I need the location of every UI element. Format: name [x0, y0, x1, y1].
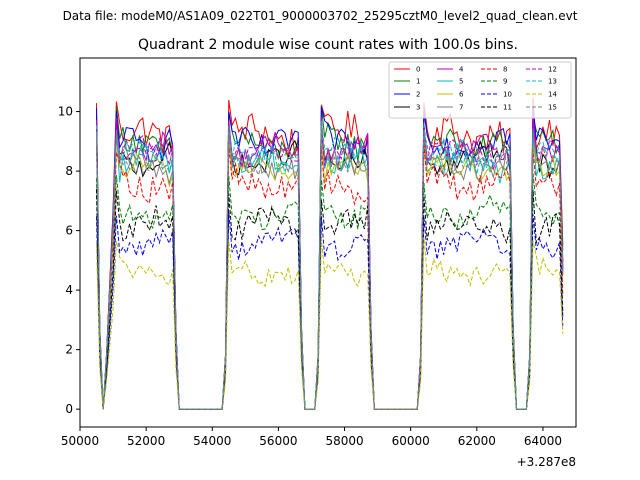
legend-label-15: 15: [548, 104, 557, 112]
legend-frame: [388, 61, 572, 119]
legend-label-8: 8: [503, 66, 507, 74]
series-line-15: [96, 126, 564, 410]
y-tick-label: 2: [65, 343, 73, 357]
series-layer: [96, 97, 564, 410]
y-tick-label: 8: [65, 164, 73, 178]
x-tick-label: 58000: [325, 434, 363, 448]
x-tick-label: 64000: [524, 434, 562, 448]
series-line-14: [96, 236, 564, 410]
legend-label-10: 10: [503, 91, 512, 99]
x-offset-label: +3.287e8: [517, 455, 576, 469]
x-tick-label: 62000: [458, 434, 496, 448]
chart-title: Quadrant 2 module wise count rates with …: [138, 37, 518, 53]
legend-label-2: 2: [416, 91, 420, 99]
series-line-11: [96, 189, 564, 410]
chart-suptitle: Data file: modeM0/AS1A09_022T01_90000037…: [63, 9, 578, 23]
x-tick-label: 60000: [392, 434, 430, 448]
x-tick-label: 54000: [193, 434, 231, 448]
legend-label-9: 9: [503, 78, 507, 86]
legend-label-0: 0: [416, 66, 420, 74]
series-line-12: [96, 120, 564, 410]
legend-label-3: 3: [416, 104, 420, 112]
legend-label-5: 5: [459, 78, 463, 86]
x-tick-label: 50000: [61, 434, 99, 448]
legend-label-14: 14: [548, 91, 557, 99]
x-axis: 50000 52000 54000 56000 58000 60000 62000 64000: [61, 427, 562, 448]
legend-label-13: 13: [548, 78, 557, 86]
y-axis: 0 2 4 6 8 10: [58, 105, 80, 416]
y-tick-label: 6: [65, 224, 73, 238]
y-tick-label: 0: [65, 402, 73, 416]
legend-label-7: 7: [459, 104, 463, 112]
legend-label-12: 12: [548, 66, 557, 74]
legend-label-6: 6: [459, 91, 464, 99]
legend-label-11: 11: [503, 104, 512, 112]
x-tick-label: 56000: [259, 434, 297, 448]
plot-frame: [79, 57, 577, 428]
y-tick-label: 10: [58, 105, 73, 119]
legend-label-1: 1: [416, 78, 420, 86]
legend-label-4: 4: [459, 66, 464, 74]
x-tick-label: 52000: [127, 434, 165, 448]
y-tick-label: 4: [65, 283, 73, 297]
